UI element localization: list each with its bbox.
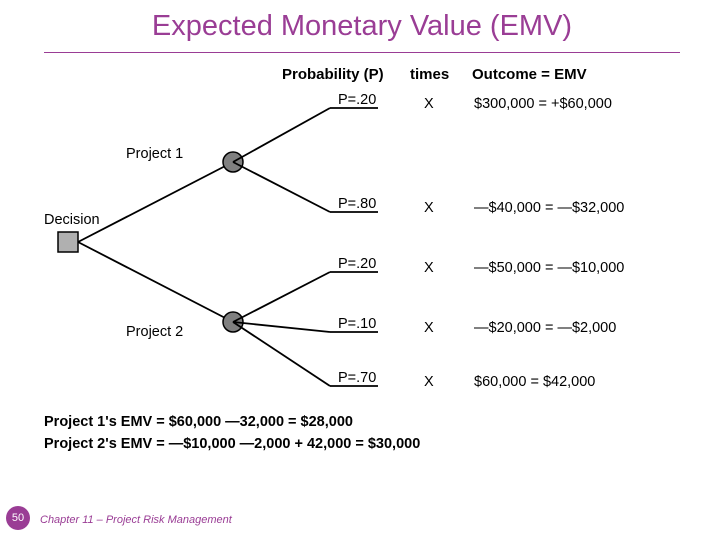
edge-p2-o1 (233, 272, 330, 322)
row0-prob: P=.20 (338, 92, 376, 108)
edge-p2-o2 (233, 322, 330, 332)
decision-label: Decision (44, 212, 100, 228)
row4-out: $60,000 = $42,000 (474, 374, 595, 390)
decision-tree: Decision Project 1 Project 2 P=.20 X $30… (38, 60, 682, 450)
decision-node (58, 232, 78, 252)
row3-x: X (424, 320, 434, 336)
row4-x: X (424, 374, 434, 390)
slide-number-badge: 50 (6, 506, 30, 530)
row0-out: $300,000 = +$60,000 (474, 96, 612, 112)
row1-prob: P=.80 (338, 196, 376, 212)
chapter-label: Chapter 11 – Project Risk Management (40, 514, 232, 526)
edge-p1-o1 (233, 108, 330, 162)
edge-p1-o2 (233, 162, 330, 212)
page-title: Expected Monetary Value (EMV) (44, 10, 680, 43)
edge-decision-p2 (78, 242, 233, 322)
row3-prob: P=.10 (338, 316, 376, 332)
edge-p2-o3 (233, 322, 330, 386)
row2-out: —$50,000 = —$10,000 (474, 260, 624, 276)
row0-x: X (424, 96, 434, 112)
project1-label: Project 1 (126, 146, 183, 162)
summary-line1: Project 1's EMV = $60,000 —32,000 = $28,… (44, 414, 353, 430)
edge-decision-p1 (78, 162, 233, 242)
row1-out: —$40,000 = —$32,000 (474, 200, 624, 216)
row4-prob: P=.70 (338, 370, 376, 386)
title-underline (44, 52, 680, 53)
row2-prob: P=.20 (338, 256, 376, 272)
row3-out: —$20,000 = —$2,000 (474, 320, 616, 336)
project2-label: Project 2 (126, 324, 183, 340)
summary-line2: Project 2's EMV = —$10,000 —2,000 + 42,0… (44, 436, 420, 452)
decision-tree-svg: Decision Project 1 Project 2 P=.20 X $30… (38, 60, 682, 450)
row1-x: X (424, 200, 434, 216)
row2-x: X (424, 260, 434, 276)
